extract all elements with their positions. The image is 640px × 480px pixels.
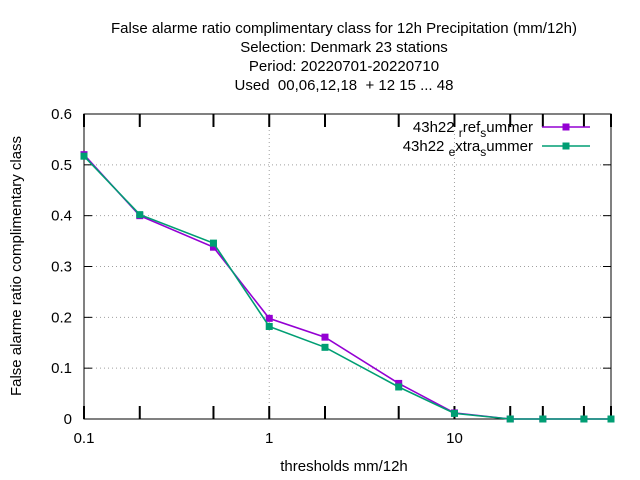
- y-tick-label: 0: [64, 411, 72, 428]
- y-tick-label: 0.6: [51, 106, 72, 123]
- chart-title: False alarme ratio complimentary class f…: [111, 20, 577, 94]
- legend-text-part: ref: [463, 119, 481, 136]
- x-tick-label: 0.1: [74, 430, 95, 447]
- data-point: [450, 409, 458, 417]
- title-line-1: False alarme ratio complimentary class f…: [111, 20, 577, 37]
- legend-marker: [562, 123, 570, 131]
- grid-lines: [84, 114, 611, 419]
- data-point: [607, 415, 615, 423]
- series-2: [80, 152, 615, 423]
- legend-text-part: 43h22: [403, 138, 449, 155]
- data-point: [580, 415, 588, 423]
- series-line: [83, 155, 611, 420]
- legend-text-part: 43h22: [413, 119, 459, 136]
- title-line-3: Period: 20220701-20220710: [249, 58, 439, 75]
- data-point: [265, 322, 273, 330]
- x-tick-label: 1: [265, 430, 273, 447]
- plot-frame: [83, 113, 612, 420]
- data-point: [209, 243, 217, 251]
- data-point: [506, 415, 514, 423]
- data-point: [136, 211, 144, 219]
- data-point: [80, 152, 88, 160]
- legend-label: 43h22 extrasummer: [403, 138, 533, 159]
- y-tick-label: 0.2: [51, 309, 72, 326]
- series-1: [80, 151, 615, 423]
- y-tick-label: 0.1: [51, 360, 72, 377]
- data-point: [321, 343, 329, 351]
- legend-marker: [562, 142, 570, 150]
- data-point: [209, 239, 217, 247]
- legend-text-part: ummer: [486, 119, 533, 136]
- series-layer: [80, 151, 615, 423]
- data-point: [321, 333, 329, 341]
- legend-text-part: e: [449, 145, 456, 159]
- legend-text-part: s: [480, 145, 486, 159]
- series-line: [83, 154, 611, 420]
- tick-labels: 00.10.20.30.40.50.60.1 1 10: [51, 106, 463, 447]
- legend-text-part: r: [459, 126, 463, 140]
- data-point: [395, 379, 403, 387]
- y-tick-label: 0.5: [51, 157, 72, 174]
- legend-text-part: ummer: [486, 138, 533, 155]
- legend-label: 43h22 rrefsummer: [413, 119, 533, 140]
- data-point: [395, 383, 403, 391]
- y-tick-label: 0.4: [51, 208, 72, 225]
- title-line-4: Used 00,06,12,18 + 12 15 ... 48: [235, 77, 454, 94]
- legend-text-part: xtra: [455, 138, 481, 155]
- data-point: [265, 314, 273, 322]
- y-tick-label: 0.3: [51, 259, 72, 276]
- x-tick-label: 10: [446, 430, 463, 447]
- legend-text-part: s: [480, 126, 486, 140]
- axis-ticks: [83, 113, 612, 420]
- x-axis-label: thresholds mm/12h: [280, 458, 408, 475]
- data-point: [539, 415, 547, 423]
- y-axis-label: False alarme ratio complimentary class: [8, 136, 25, 396]
- title-line-2: Selection: Denmark 23 stations: [240, 39, 448, 56]
